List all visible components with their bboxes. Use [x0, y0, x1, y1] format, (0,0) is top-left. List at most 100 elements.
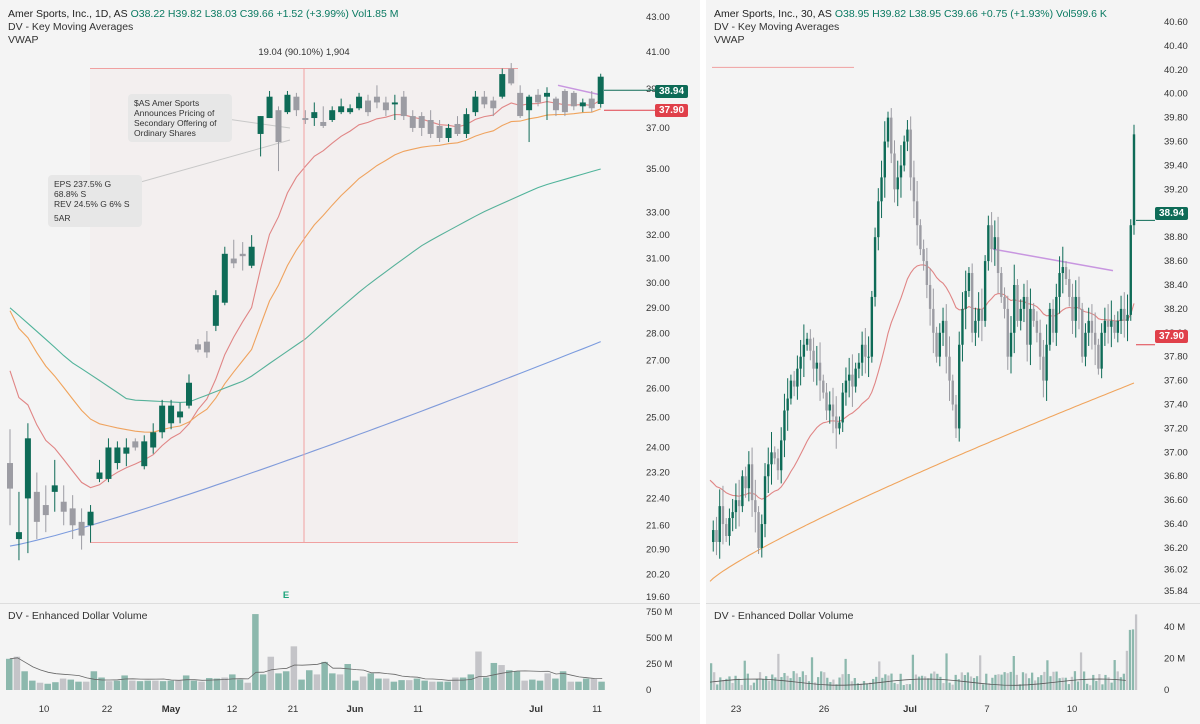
volume-bar [951, 684, 954, 690]
volume-bar [890, 673, 893, 690]
ohlc-readout: O38.22 H39.82 L38.03 C39.66 +1.52 (+3.99… [130, 8, 399, 20]
volume-tick-label: 20 M [1164, 654, 1185, 665]
candle-body [1126, 314, 1129, 321]
volume-bar [807, 681, 811, 690]
candle-body [1110, 320, 1113, 327]
candle-body [1116, 320, 1120, 333]
volume-bar [290, 646, 298, 690]
y-tick-label: 35.84 [1164, 586, 1188, 597]
candle-body [809, 338, 812, 351]
volume-bar [252, 614, 259, 690]
candle-body [1022, 296, 1026, 309]
candle-body [347, 108, 354, 113]
candle-body [311, 112, 318, 119]
x-tick-label: Jul [903, 704, 917, 715]
candle-body [1035, 320, 1039, 333]
volume-bar [780, 677, 783, 690]
y-tick-label: 40.20 [1164, 65, 1188, 76]
y-tick-label: 25.00 [646, 412, 670, 423]
volume-bar [1024, 673, 1028, 690]
intraday-chart-panel[interactable]: 40.60 40.40 40.20 40.00 39.80 39.60 39.40 39.20… [706, 0, 1200, 724]
candle-body [792, 380, 796, 387]
volume-bar [590, 678, 598, 690]
daily-chart-panel[interactable]: 43.0041.0039.0037.0035.0033.0032.0031.00… [0, 0, 700, 724]
indicator-vwap-label[interactable]: VWAP [714, 34, 745, 46]
volume-bar [59, 678, 67, 690]
volume-bar [1128, 629, 1132, 690]
candle-body [925, 261, 929, 285]
indicator-ma-label[interactable]: DV - Key Moving Averages [714, 21, 840, 33]
rev-line: REV 24.5% G 6% S [54, 199, 130, 209]
news-note[interactable]: $AS Amer Sports Announces Pricing of Sec… [128, 94, 232, 142]
candle-body [883, 141, 886, 178]
candle-body [728, 518, 731, 537]
sar-line: 5AR [54, 213, 71, 223]
indicator-ma-label[interactable]: DV - Key Moving Averages [8, 21, 134, 33]
panel-divider[interactable] [700, 0, 706, 724]
volume-bar [994, 674, 997, 690]
candle-body [436, 125, 443, 138]
candle-body [983, 261, 987, 321]
candle-body [767, 464, 770, 477]
candle-body [1025, 296, 1029, 345]
volume-bar [752, 682, 756, 690]
candle-body [854, 368, 857, 387]
volume-bar [313, 674, 321, 690]
symbol-label: Amer Sports, Inc., 1D, AS [8, 8, 128, 20]
candle-body [812, 350, 815, 369]
candle-body [825, 392, 828, 411]
volume-bar [969, 676, 973, 690]
ohlc-readout: O38.95 H39.82 L38.95 C39.66 +0.75 (+1.93… [834, 8, 1107, 20]
volume-bar [267, 656, 275, 690]
candle-body [912, 177, 916, 202]
volume-bar [963, 675, 966, 690]
y-tick-label: 36.02 [1164, 564, 1188, 575]
volume-bar [444, 681, 451, 690]
candle-body [841, 392, 844, 423]
candle-body [1084, 332, 1087, 357]
y-tick-label: 38.80 [1164, 232, 1188, 243]
y-tick-label: 22.40 [646, 493, 670, 504]
candle-body [1000, 273, 1003, 297]
candle-body [78, 521, 85, 536]
candle-body [958, 344, 961, 429]
candle-body [570, 92, 577, 107]
candle-body [828, 404, 831, 411]
volume-bar [1116, 671, 1119, 690]
candle-body [230, 258, 237, 264]
volume-pane-title: DV - Enhanced Dollar Volume [8, 610, 148, 622]
volume-bar [390, 681, 398, 690]
candle-body [870, 296, 874, 357]
volume-bar [582, 678, 590, 690]
volume-bar [804, 675, 808, 690]
pane-separator[interactable] [706, 603, 1200, 604]
intraday-chart-canvas[interactable]: 40.60 40.40 40.20 40.00 39.80 39.60 39.40 39.20… [706, 0, 1200, 724]
candle-body [1064, 267, 1068, 280]
volume-bar [498, 665, 505, 690]
candle-body [1123, 308, 1126, 321]
volume-bar [167, 680, 175, 690]
candle-body [1074, 296, 1077, 321]
volume-bar [823, 672, 826, 690]
candle-body [7, 463, 13, 489]
pane-separator[interactable] [0, 603, 700, 604]
volume-bar [914, 674, 918, 690]
candle-body [508, 68, 515, 84]
candle-body [51, 485, 58, 492]
daily-chart-canvas[interactable]: 43.0041.0039.0037.0035.0033.0032.0031.00… [0, 0, 700, 724]
candle-body [1051, 308, 1055, 333]
candle-body [123, 447, 130, 454]
volume-bar [899, 673, 902, 690]
candle-body [69, 508, 76, 526]
y-tick-label: 36.20 [1164, 543, 1188, 554]
volume-bar [359, 676, 367, 690]
candle-body [481, 96, 488, 105]
volume-bar [136, 681, 144, 690]
volume-bar [786, 675, 789, 690]
x-tick-label: 26 [819, 704, 830, 715]
earnings-note[interactable]: EPS 237.5% G 68.8% S REV 24.5% G 6% S 5A… [48, 175, 142, 227]
volume-bar [826, 677, 829, 690]
volume-bar [1110, 682, 1113, 690]
indicator-vwap-label[interactable]: VWAP [8, 34, 39, 46]
volume-bar [930, 673, 933, 690]
